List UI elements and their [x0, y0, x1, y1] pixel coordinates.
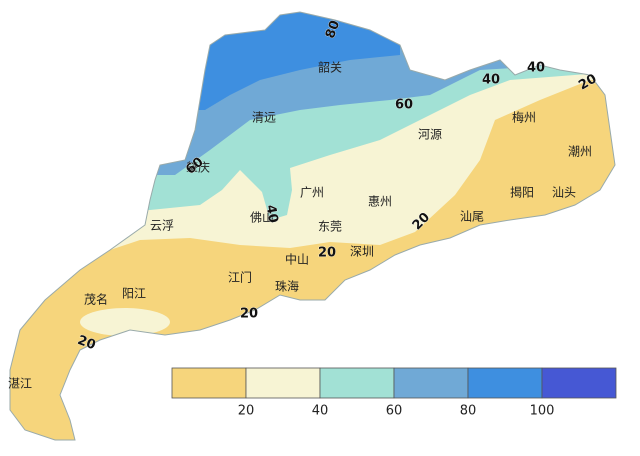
legend: 20 40 60 80 100: [172, 368, 616, 419]
legend-swatch: [172, 368, 246, 398]
city-label: 深圳: [350, 245, 374, 259]
city-label: 江门: [228, 270, 252, 285]
city-label: 梅州: [512, 110, 536, 125]
city-label: 潮州: [568, 144, 592, 159]
legend-swatch: [320, 368, 394, 398]
city-label: 云浮: [150, 219, 174, 233]
contour-label: 40: [263, 204, 281, 224]
city-label: 珠海: [275, 279, 299, 294]
city-label: 东莞: [318, 220, 342, 234]
city-label: 汕尾: [460, 210, 484, 224]
legend-tick-label: 20: [238, 404, 255, 419]
contour-label: 60: [395, 98, 413, 113]
legend-swatch: [468, 368, 542, 398]
city-label: 广州: [300, 186, 324, 200]
legend-tick-label: 100: [530, 404, 555, 419]
legend-swatch: [542, 368, 616, 398]
city-label: 汕头: [552, 186, 576, 200]
city-label: 阳江: [122, 287, 146, 301]
contour-label: 40: [527, 61, 545, 76]
map: 韶关 清远 肇庆 河源 梅州 潮州 揭阳 汕头 汕尾 惠州 广州 佛山 东莞 云…: [0, 0, 640, 456]
contour-label: 20: [318, 246, 336, 261]
contour-label: 40: [482, 73, 500, 88]
city-label: 中山: [285, 252, 309, 267]
contour-label: 20: [240, 307, 258, 322]
city-label: 揭阳: [510, 185, 534, 200]
city-label: 湛江: [8, 377, 32, 391]
legend-tick-label: 40: [312, 404, 329, 419]
city-label: 茂名: [84, 292, 108, 307]
city-label: 惠州: [368, 195, 392, 209]
legend-tick-label: 60: [386, 404, 403, 419]
city-label: 河源: [418, 128, 442, 142]
city-label: 清远: [252, 111, 276, 125]
city-label: 韶关: [318, 60, 342, 75]
legend-swatch: [246, 368, 320, 398]
legend-tick-label: 80: [460, 404, 477, 419]
legend-swatch: [394, 368, 468, 398]
